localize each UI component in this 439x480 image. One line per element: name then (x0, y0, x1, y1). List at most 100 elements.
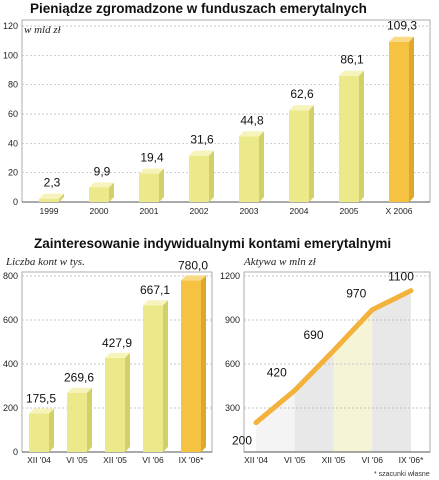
chart1-category-label: 2004 (290, 206, 309, 216)
chart3-category-label: IX '06* (399, 455, 424, 465)
chart2-bar-side (201, 275, 206, 452)
chart1-bar-top (189, 150, 214, 156)
chart1-value-label: 2,3 (44, 176, 61, 190)
chart3-area-band (294, 350, 334, 452)
chart2-value-label: 269,6 (64, 371, 94, 385)
chart2-title: Zainteresowanie indywidualnymi kontami e… (34, 236, 392, 251)
chart2-bar (29, 408, 54, 452)
chart3-value-label: 200 (232, 434, 252, 448)
chart1-bar (39, 193, 64, 202)
chart1-bar-front (39, 198, 59, 202)
chart3-value-label: 1100 (388, 270, 414, 284)
chart3-area-band (372, 290, 411, 452)
chart1-value-label: 109,3 (387, 19, 417, 33)
chart1-value-label: 31,6 (190, 133, 214, 147)
chart1-bar-side (409, 36, 414, 203)
chart1-bar (389, 36, 414, 203)
chart2-ytick-label: 200 (3, 403, 18, 413)
chart3-value-label: 690 (303, 328, 323, 342)
chart1-bar (339, 70, 364, 202)
chart1-bar-front (89, 187, 109, 202)
chart2-bar-front (105, 357, 125, 452)
chart2-ytick-label: 0 (13, 447, 18, 457)
chart1-category-label: 2003 (240, 206, 259, 216)
chart1-bar-front (139, 173, 159, 202)
chart1-bar (89, 182, 114, 202)
chart1-bar-top (389, 36, 414, 42)
chart1-ytick-label: 0 (13, 197, 18, 207)
chart1-category-label: X 2006 (386, 206, 413, 216)
chart3-ytick-label: 600 (225, 359, 240, 369)
chart2-ytick-label: 400 (3, 359, 18, 369)
chart2-bar-top (29, 408, 54, 414)
chart1-bar-side (259, 131, 264, 202)
chart2-value-label: 780,0 (178, 258, 208, 272)
chart3-category-label: VI '06 (362, 455, 384, 465)
chart1-ytick-label: 120 (3, 21, 18, 31)
footnote: * szacunki własne (374, 471, 430, 478)
chart2-bar-top (105, 352, 130, 358)
chart1-bar-top (339, 70, 364, 76)
chart2-unit-label: Liczba kont w tys. (6, 256, 85, 268)
chart1-category-label: 1999 (40, 206, 59, 216)
chart1-category-label: 2000 (90, 206, 109, 216)
chart1-bar-front (289, 110, 309, 202)
chart1-bar-side (109, 182, 114, 202)
chart1-bar-side (309, 105, 314, 202)
chart-funds-bar: 0 20 40 60 80 100 120 1999 2,3 2000 9,9 2001 19,4 200… (3, 19, 431, 216)
chart1-bar-top (39, 193, 64, 199)
chart2-bar-front (29, 413, 49, 452)
chart2-bar-top (143, 300, 168, 306)
chart1-bar (139, 168, 164, 202)
chart3-area-band (333, 309, 373, 452)
chart1-bar-front (239, 136, 259, 202)
chart3-category-label: XII '04 (244, 455, 268, 465)
chart1-bar-top (139, 168, 164, 174)
chart1-value-label: 62,6 (290, 87, 314, 101)
chart3-unit-label: Aktywa w mln zł (244, 256, 316, 268)
chart2-bar-side (49, 408, 54, 452)
chart1-bar (189, 150, 214, 202)
chart2-bar-top (181, 275, 206, 281)
chart3-value-label: 970 (346, 287, 366, 301)
chart1-bar-front (189, 155, 209, 202)
chart2-category-label: IX '06* (179, 455, 204, 465)
chart2-category-label: XII '05 (103, 455, 127, 465)
chart1-title: Pieniądze zgromadzone w funduszach emery… (30, 1, 367, 16)
chart1-ytick-label: 20 (8, 168, 18, 178)
chart2-category-label: XII '04 (27, 455, 51, 465)
chart1-bar (289, 105, 314, 202)
chart3-ytick-label: 900 (225, 315, 240, 325)
chart1-value-label: 9,9 (94, 164, 111, 178)
chart2-bar (143, 300, 168, 452)
chart1-bar-side (59, 193, 64, 202)
chart2-bar (105, 352, 130, 452)
chart1-unit-label: w mld zł (24, 24, 61, 36)
chart2-bar-side (87, 387, 92, 452)
chart1-bar-side (209, 150, 214, 202)
chart2-bar-side (125, 352, 130, 452)
chart1-category-label: 2001 (140, 206, 159, 216)
chart1-category-label: 2002 (190, 206, 209, 216)
chart1-bar (239, 131, 264, 202)
chart1-bar-top (289, 105, 314, 111)
chart2-bar-side (163, 300, 168, 452)
chart2-value-label: 175,5 (26, 391, 56, 405)
chart1-bar-side (359, 70, 364, 202)
chart1-category-label: 2005 (340, 206, 359, 216)
chart2-ytick-label: 600 (3, 315, 18, 325)
chart1-value-label: 19,4 (140, 151, 164, 165)
chart3-series-line (253, 288, 414, 426)
chart2-category-label: VI '06 (142, 455, 164, 465)
chart1-value-label: 86,1 (340, 53, 364, 67)
chart2-bar-front (143, 305, 163, 452)
chart1-bar-top (89, 182, 114, 188)
chart2-bar (67, 387, 92, 452)
chart1-bar-front (339, 75, 359, 202)
chart2-bar (181, 275, 206, 452)
chart2-ytick-label: 800 (3, 271, 18, 281)
chart1-bar-front (389, 41, 409, 203)
chart1-ytick-label: 60 (8, 109, 18, 119)
